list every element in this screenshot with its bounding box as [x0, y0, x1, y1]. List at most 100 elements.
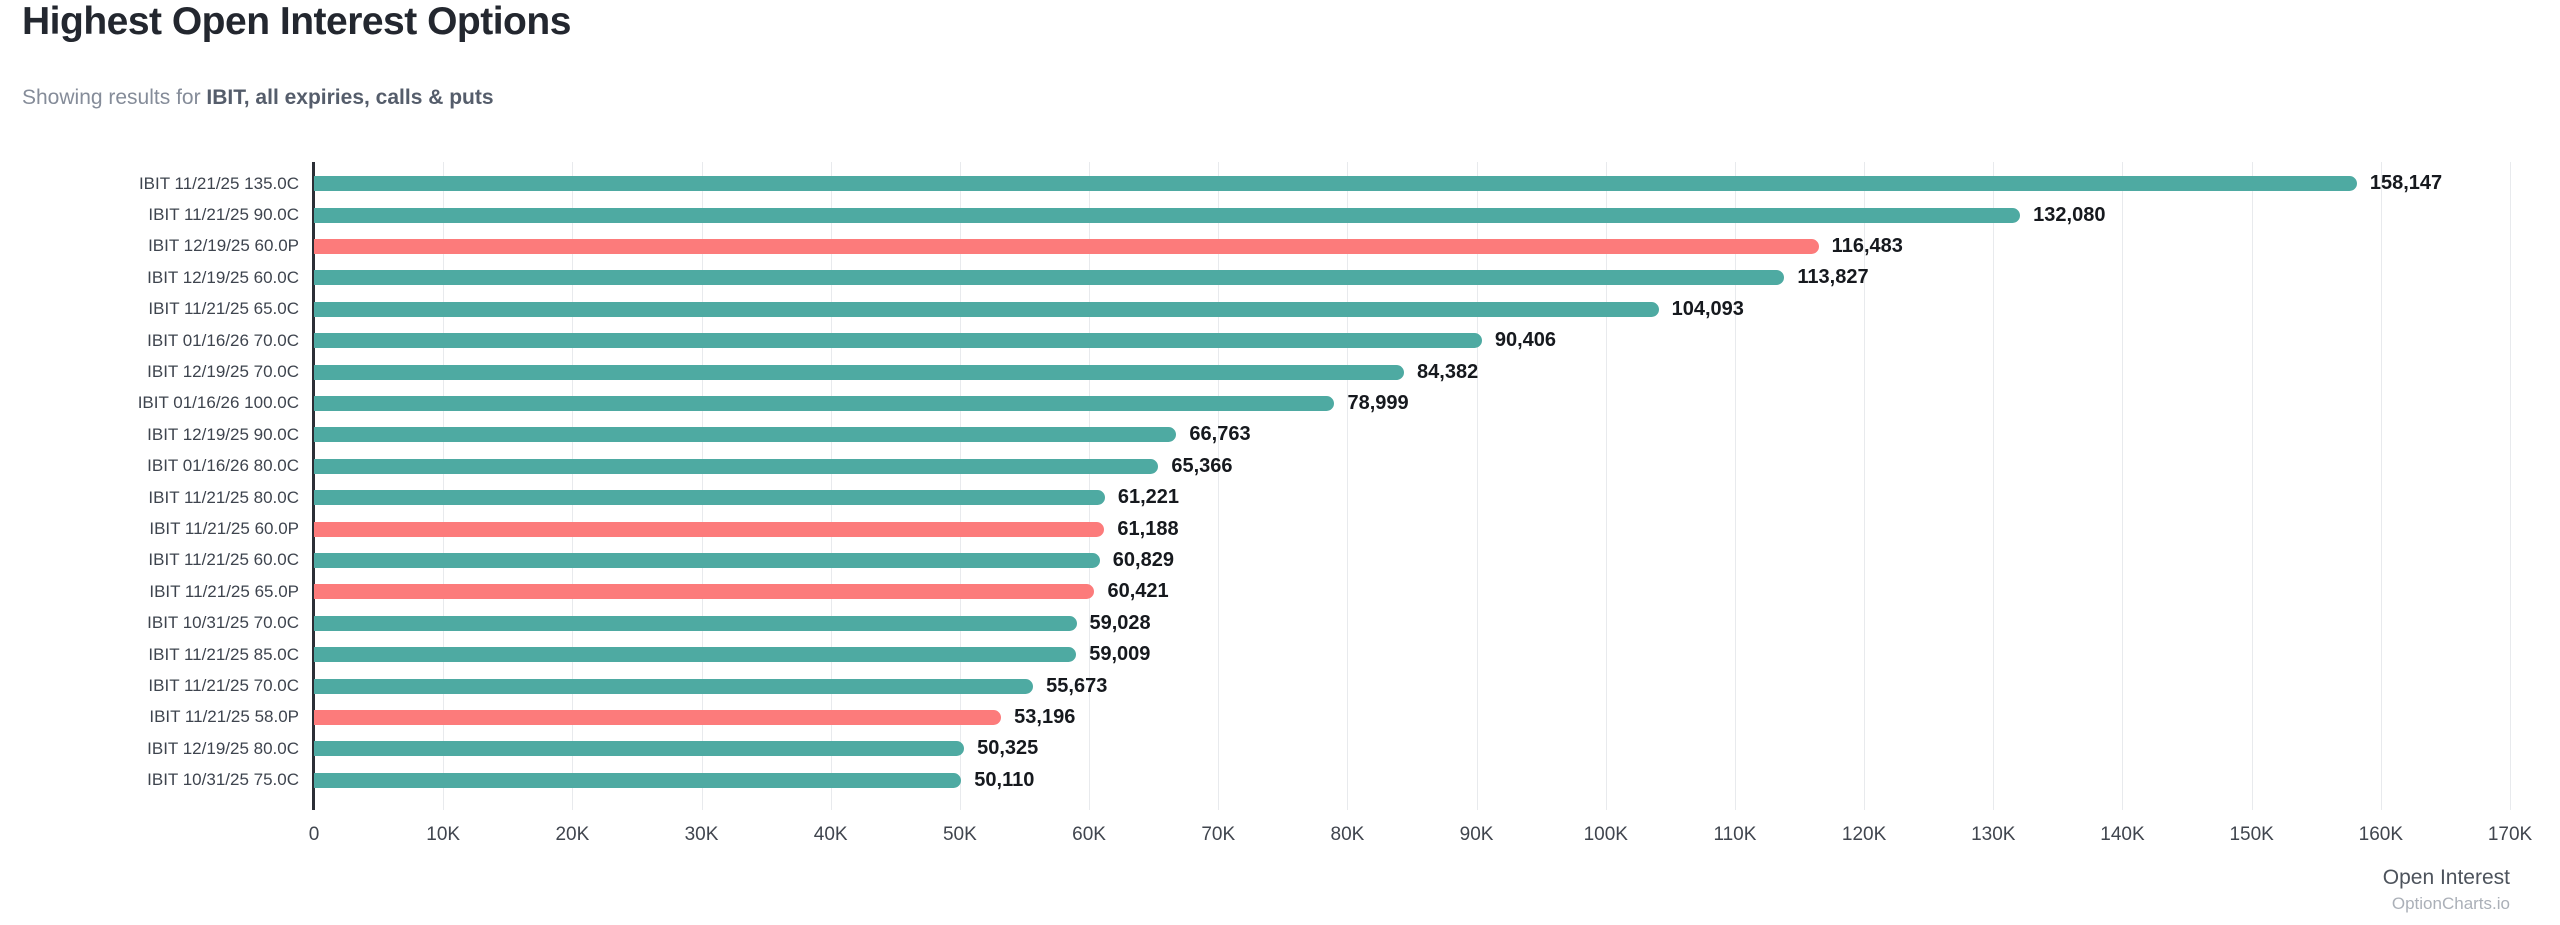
open-interest-value: 158,147 — [2369, 172, 2443, 195]
x-tick-label: 70K — [1201, 824, 1236, 845]
put-bar[interactable] — [314, 238, 1819, 254]
call-bar[interactable] — [314, 364, 1405, 380]
open-interest-value: 59,028 — [1089, 611, 1151, 634]
call-bar[interactable] — [314, 458, 1159, 474]
gridline — [1218, 162, 1220, 810]
x-tick-label: 10K — [426, 824, 461, 845]
option-contract-label: IBIT 01/16/26 70.0C — [147, 330, 299, 350]
chart-row: IBIT 11/21/25 65.0P 60,421 — [149, 576, 2510, 607]
open-interest-value: 60,829 — [1112, 548, 1174, 571]
open-interest-value: 61,188 — [1117, 517, 1179, 540]
x-tick-label: 150K — [2229, 824, 2274, 845]
gridline — [1993, 162, 1995, 810]
x-axis-title: Open Interest — [2382, 866, 2510, 889]
x-tick-label: 160K — [2358, 824, 2403, 845]
gridline — [2122, 162, 2124, 810]
chart-row: IBIT 12/19/25 80.0C 50,325 — [147, 733, 2510, 764]
put-bar[interactable] — [314, 521, 1105, 537]
option-contract-label: IBIT 12/19/25 60.0C — [147, 267, 299, 287]
option-contract-label: IBIT 12/19/25 60.0P — [148, 236, 299, 256]
call-bar[interactable] — [314, 333, 1482, 349]
call-bar[interactable] — [314, 615, 1077, 631]
x-tick-label: 100K — [1583, 824, 1628, 845]
x-tick-label: 40K — [813, 824, 848, 845]
open-interest-value: 50,325 — [977, 737, 1039, 760]
open-interest-value: 50,110 — [974, 768, 1035, 791]
x-tick-label: 120K — [1841, 824, 1887, 845]
chart-subtitle: Showing results for IBIT, all expiries, … — [22, 86, 494, 110]
x-tick-label: 130K — [1971, 824, 2016, 845]
option-contract-label: IBIT 11/21/25 65.0P — [149, 581, 299, 601]
chart-row: IBIT 10/31/25 70.0C 59,028 — [147, 608, 2510, 639]
open-interest-value: 104,093 — [1671, 297, 1744, 320]
chart-row: IBIT 11/21/25 90.0C 132,080 — [148, 199, 2510, 230]
open-interest-value: 60,421 — [1107, 580, 1169, 603]
open-interest-value: 66,763 — [1189, 423, 1251, 446]
x-tick-label: 50K — [942, 824, 977, 845]
x-tick-label: 60K — [1072, 824, 1106, 845]
put-bar[interactable] — [314, 584, 1095, 600]
x-tick-label: 90K — [1459, 824, 1494, 845]
x-tick-label: 20K — [555, 824, 590, 845]
open-interest-value: 59,009 — [1089, 643, 1151, 666]
open-interest-value: 132,080 — [2033, 203, 2106, 226]
chart-row: IBIT 12/19/25 90.0C 66,763 — [147, 419, 2510, 450]
subtitle-prefix: Showing results for — [22, 86, 207, 109]
chart-row: IBIT 11/21/25 80.0C 61,221 — [148, 482, 2510, 513]
open-interest-value: 61,221 — [1117, 486, 1179, 509]
call-bar[interactable] — [314, 207, 2021, 223]
chart-row: IBIT 01/16/26 80.0C 65,366 — [147, 451, 2510, 482]
call-bar[interactable] — [314, 741, 965, 757]
open-interest-value: 113,827 — [1797, 266, 1869, 289]
option-contract-label: IBIT 11/21/25 80.0C — [148, 487, 299, 507]
open-interest-value: 90,406 — [1494, 329, 1556, 352]
option-contract-label: IBIT 11/21/25 70.0C — [148, 676, 299, 696]
plot-area: IBIT 11/21/25 135.0C 158,147 IBIT 11/21/25… — [138, 162, 2511, 810]
chart-row: IBIT 11/21/25 85.0C 59,009 — [148, 639, 2510, 670]
chart-row: IBIT 12/19/25 70.0C 84,382 — [147, 356, 2510, 387]
x-tick-label: 110K — [1713, 824, 1757, 845]
gridline — [2510, 162, 2511, 810]
gridline — [443, 162, 445, 810]
call-bar[interactable] — [314, 176, 2357, 192]
gridline — [572, 162, 574, 810]
gridline — [1089, 162, 1091, 810]
option-contract-label: IBIT 11/21/25 58.0P — [149, 707, 299, 727]
x-tick-label: 140K — [2100, 824, 2145, 845]
option-contract-label: IBIT 01/16/26 80.0C — [147, 456, 299, 476]
x-tick-label: 0 — [308, 824, 320, 845]
chart-row: IBIT 01/16/26 70.0C 90,406 — [147, 325, 2510, 356]
option-contract-label: IBIT 11/21/25 135.0C — [138, 173, 299, 193]
call-bar[interactable] — [314, 270, 1785, 286]
call-bar[interactable] — [314, 427, 1177, 443]
gridline — [2380, 162, 2382, 810]
chart-row: IBIT 11/21/25 60.0P 61,188 — [149, 513, 2510, 544]
call-bar[interactable] — [314, 490, 1105, 506]
put-bar[interactable] — [314, 709, 1002, 725]
call-bar[interactable] — [314, 395, 1335, 411]
call-bar[interactable] — [314, 678, 1034, 694]
option-contract-label: IBIT 11/21/25 65.0C — [148, 299, 299, 319]
option-contract-label: IBIT 01/16/26 100.0C — [137, 393, 299, 413]
chart-row: IBIT 11/21/25 60.0C 60,829 — [148, 545, 2510, 576]
gridline — [701, 162, 703, 810]
page-title: Highest Open Interest Options — [22, 0, 571, 43]
open-interest-value: 53,196 — [1014, 705, 1076, 728]
option-contract-label: IBIT 12/19/25 70.0C — [147, 362, 299, 382]
x-axis-ticks: 0 10K 20K 30K 40K 50K 60K 70K 80K 90K 100K 110K 120K… — [309, 824, 2532, 850]
y-axis-line — [312, 162, 315, 810]
x-tick-label: 170K — [2487, 824, 2533, 845]
open-interest-value: 116,483 — [1831, 234, 1903, 257]
chart-row: IBIT 11/21/25 58.0P 53,196 — [149, 702, 2510, 733]
call-bar[interactable] — [314, 552, 1100, 568]
call-bar[interactable] — [314, 772, 962, 788]
x-tick-label: 80K — [1330, 824, 1365, 845]
option-contract-label: IBIT 11/21/25 90.0C — [148, 205, 299, 225]
option-contract-label: IBIT 10/31/25 70.0C — [147, 613, 299, 633]
call-bar[interactable] — [314, 301, 1659, 317]
chart-row: IBIT 01/16/26 100.0C 78,999 — [138, 388, 2510, 419]
call-bar[interactable] — [314, 647, 1077, 663]
option-contract-label: IBIT 11/21/25 60.0C — [148, 550, 299, 570]
gridline — [2251, 162, 2253, 810]
